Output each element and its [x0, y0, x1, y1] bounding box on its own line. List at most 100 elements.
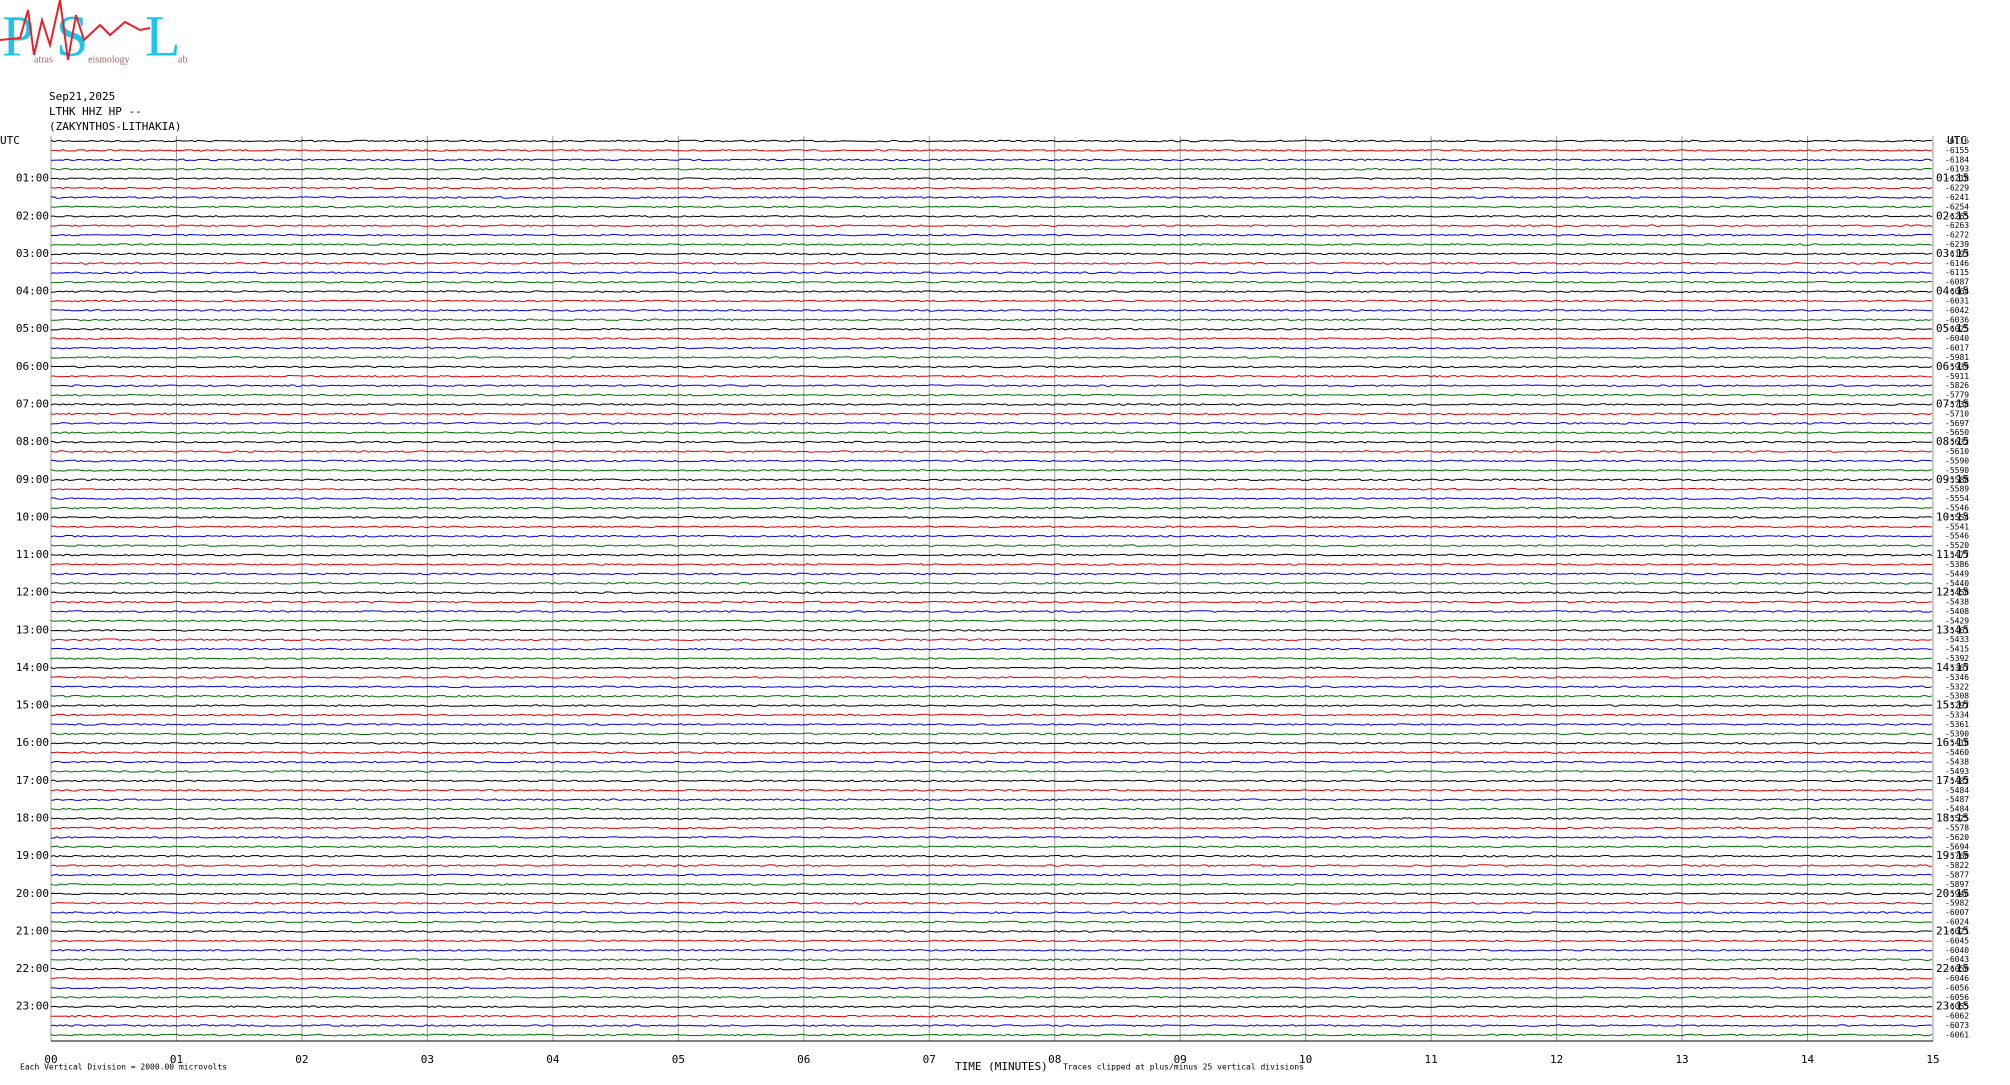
trace — [51, 487, 1933, 491]
trace — [50, 224, 1933, 228]
trace — [50, 807, 1933, 811]
trace-offset: -6045 — [1945, 936, 1969, 945]
trace — [50, 741, 1933, 745]
hour-label: 03:15 — [1936, 247, 1969, 260]
trace — [50, 1024, 1933, 1027]
trace — [50, 497, 1933, 500]
trace-offset: -5520 — [1945, 541, 1969, 550]
hour-label: 14:15 — [1936, 661, 1969, 674]
trace — [50, 704, 1933, 707]
trace — [50, 384, 1933, 388]
trace — [50, 1033, 1933, 1037]
trace-offset: -5590 — [1945, 466, 1969, 475]
trace — [50, 817, 1933, 820]
trace-offset: -5458 — [1945, 588, 1969, 597]
trace-offset: -5589 — [1945, 485, 1969, 494]
trace — [50, 883, 1933, 886]
trace-offset: -6056 — [1945, 993, 1969, 1002]
trace-offset: -5440 — [1945, 579, 1969, 588]
trace-offset: -6007 — [1945, 908, 1969, 917]
trace-offset: -6043 — [1945, 955, 1969, 964]
hour-label: 20:00 — [16, 887, 49, 900]
trace — [50, 252, 1933, 256]
trace — [50, 177, 1933, 180]
trace — [50, 563, 1933, 566]
trace — [50, 167, 1933, 171]
trace-offset: -5697 — [1945, 419, 1969, 428]
trace — [50, 779, 1933, 783]
trace-offset: -5438 — [1945, 598, 1969, 607]
trace-offset: -6272 — [1945, 231, 1969, 240]
hour-label: 01:15 — [1936, 172, 1969, 185]
trace — [50, 572, 1933, 576]
trace-offset: -5694 — [1945, 842, 1969, 851]
trace — [50, 581, 1933, 585]
trace-offset: -5477 — [1945, 551, 1969, 560]
hour-label: 13:00 — [16, 623, 49, 636]
hour-label: 11:15 — [1936, 548, 1969, 561]
trace-offset: -5367 — [1945, 663, 1969, 672]
trace-offset: -5939 — [1945, 362, 1969, 371]
trace — [50, 205, 1933, 209]
trace — [50, 1005, 1933, 1009]
x-tick-label: 02 — [295, 1053, 308, 1066]
trace-offset: -6254 — [1945, 202, 1969, 211]
trace — [50, 478, 1933, 482]
trace-offset: -5822 — [1945, 861, 1969, 870]
hour-label: 20:15 — [1936, 887, 1969, 900]
x-tick-label: 15 — [1926, 1053, 1939, 1066]
trace — [50, 977, 1933, 980]
hour-label: 16:15 — [1936, 736, 1969, 749]
trace-offset: -5738 — [1945, 400, 1969, 409]
logo-word: atras — [34, 54, 53, 65]
trace-offset: -5484 — [1945, 805, 1969, 814]
trace — [50, 431, 1933, 435]
hour-label: 02:00 — [16, 209, 49, 222]
hour-label: 21:15 — [1936, 924, 1969, 937]
trace-offset: -5334 — [1945, 711, 1969, 720]
hour-label: 13:15 — [1936, 623, 1969, 636]
trace-offset: -5461 — [1945, 626, 1969, 635]
x-tick-label: 11 — [1425, 1053, 1438, 1066]
hour-label: 10:00 — [16, 510, 49, 523]
trace — [50, 685, 1933, 689]
trace-offset: -5449 — [1945, 569, 1969, 578]
hour-label: 07:00 — [16, 397, 49, 410]
hour-label: 22:00 — [16, 962, 49, 975]
trace — [50, 760, 1932, 764]
hour-label: 08:00 — [16, 435, 49, 448]
trace — [50, 337, 1933, 340]
right-axis-title: UTC — [1947, 134, 1967, 147]
trace — [50, 911, 1933, 914]
hour-label: 04:15 — [1936, 285, 1969, 298]
trace — [50, 676, 1933, 679]
trace — [50, 638, 1933, 642]
trace-offset: -5911 — [1945, 372, 1969, 381]
trace — [50, 534, 1933, 538]
trace — [51, 158, 1933, 162]
trace — [50, 967, 1933, 971]
trace-offset: -6017 — [1945, 344, 1969, 353]
hour-label: 14:00 — [16, 661, 49, 674]
trace-offset: -6218 — [1945, 174, 1969, 183]
hour-label: 21:00 — [16, 924, 49, 937]
trace-offset: -6116 — [1945, 137, 1969, 146]
hour-label: 23:00 — [16, 1000, 49, 1013]
trace — [50, 986, 1932, 990]
trace — [50, 694, 1933, 698]
trace-offset: -5541 — [1945, 522, 1969, 531]
hour-label: 12:00 — [16, 586, 49, 599]
hour-label: 03:00 — [16, 247, 49, 260]
trace-offset: -5554 — [1945, 494, 1969, 503]
footer-clip: Traces clipped at plus/minus 25 vertical… — [1063, 1063, 1304, 1072]
trace — [50, 723, 1933, 726]
trace-offset: -6115 — [1945, 268, 1969, 277]
trace — [50, 647, 1933, 651]
trace-offset: -6155 — [1945, 146, 1969, 155]
trace — [50, 271, 1933, 275]
trace-offset: -5482 — [1945, 776, 1969, 785]
trace-offset: -6031 — [1945, 296, 1969, 305]
trace — [50, 948, 1933, 952]
trace-offset: -5525 — [1945, 814, 1969, 823]
